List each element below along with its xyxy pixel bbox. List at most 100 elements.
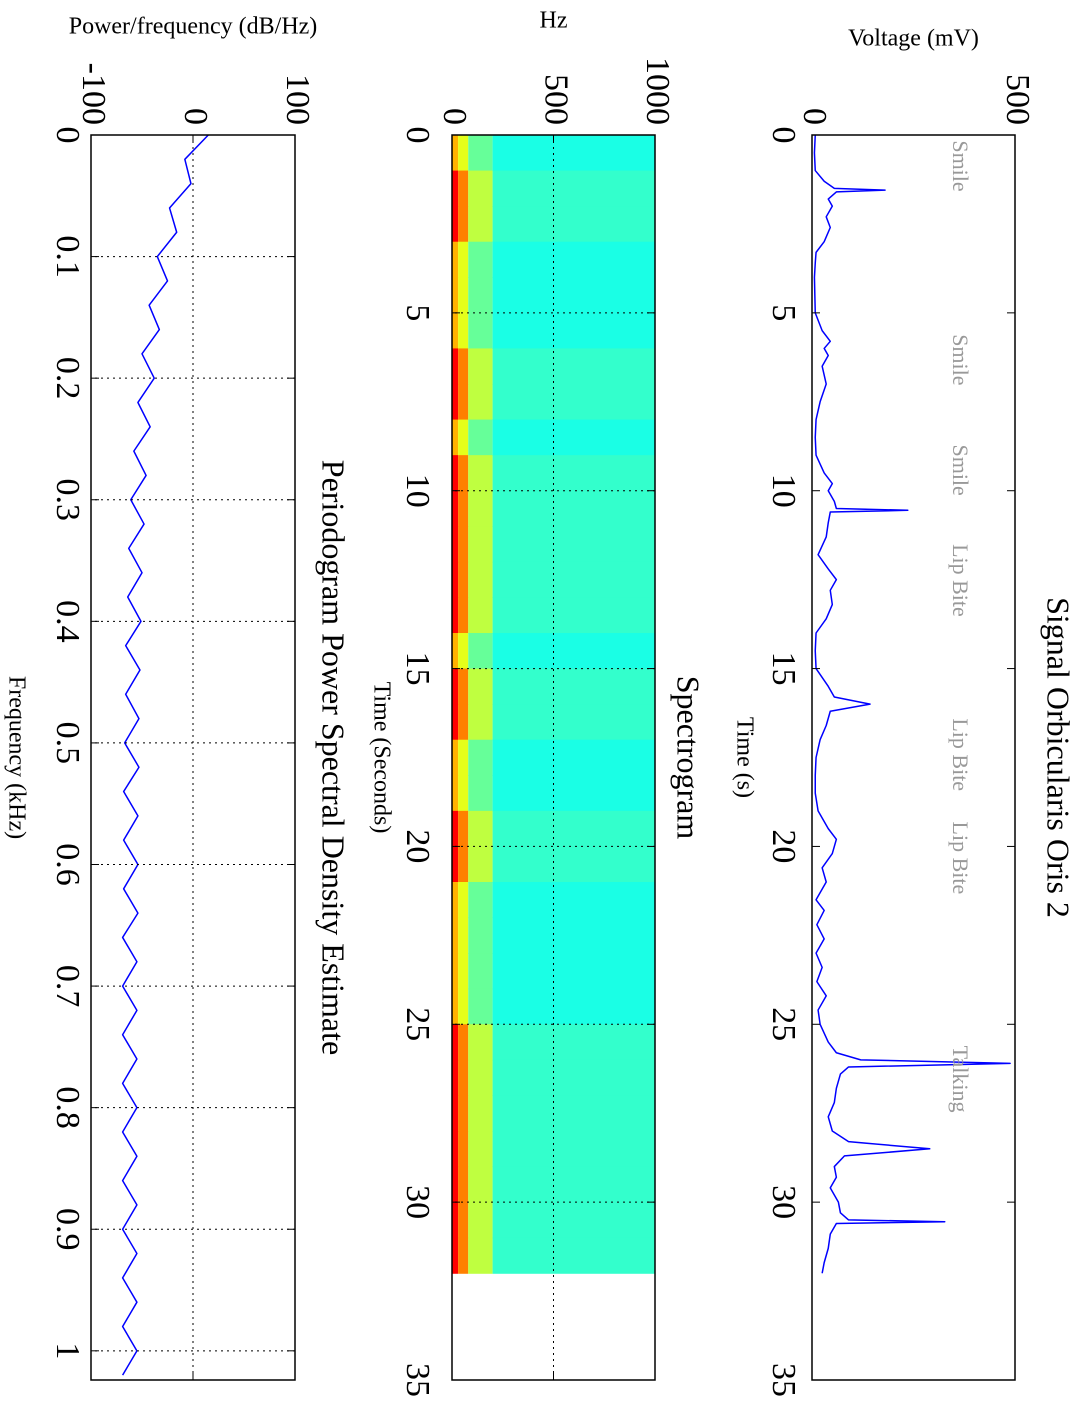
heat-cell <box>452 668 459 705</box>
heat-cell <box>468 170 493 207</box>
y-tick-label: 500 <box>999 74 1036 125</box>
axes-box <box>451 134 656 1381</box>
heat-cell <box>452 206 459 243</box>
heat-cell <box>452 917 459 954</box>
heat-cell <box>458 1237 469 1274</box>
x-tick-label: 0 <box>49 127 86 144</box>
heat-cell <box>458 490 469 527</box>
x-axis-label: Time (Seconds) <box>368 682 394 834</box>
heat-cell <box>492 953 655 990</box>
heat-cell <box>452 775 459 812</box>
heat-cell <box>458 170 469 207</box>
heat-cell <box>458 419 469 456</box>
x-axis-label: Frequency (kHz) <box>3 676 29 839</box>
heat-cell <box>458 704 469 741</box>
heat-cell <box>452 633 459 670</box>
heat-cell <box>468 384 493 421</box>
heat-cell <box>458 810 469 847</box>
heat-cell <box>468 988 493 1025</box>
y-axis-label: Voltage (mV) <box>848 26 979 52</box>
heat-cell <box>458 526 469 563</box>
heat-cell <box>492 739 655 776</box>
heat-cell <box>458 135 469 172</box>
heat-cell <box>468 882 493 919</box>
x-tick-label: 0.9 <box>49 1208 86 1251</box>
heat-cell <box>468 597 493 634</box>
heat-cell <box>452 1095 459 1132</box>
y-tick-label: 0 <box>796 108 833 125</box>
chart: 0 5 10 15 20 25 30 35 0 500 1000 Spectrogram Time (S… <box>368 8 706 1398</box>
heat-cell <box>468 1237 493 1274</box>
y-tick-label: -100 <box>75 63 112 125</box>
heat-cell <box>458 206 469 243</box>
chart-title: Periodogram Power Spectral Density Estim… <box>316 460 352 1055</box>
heat-cell <box>492 775 655 812</box>
heat-cell <box>452 419 459 456</box>
heat-cell <box>468 419 493 456</box>
heat-cell <box>452 135 459 172</box>
heat-cell <box>492 490 655 527</box>
heat-cell <box>458 917 469 954</box>
heat-cell <box>492 597 655 634</box>
heat-cell <box>452 170 459 207</box>
heat-cell <box>458 241 469 278</box>
heat-cell <box>458 384 469 421</box>
heat-cell <box>468 135 493 172</box>
heat-cell <box>468 241 493 278</box>
heat-cell <box>492 1095 655 1132</box>
x-tick-label: 30 <box>765 1185 802 1219</box>
heat-cell <box>458 597 469 634</box>
annotation: Smile <box>948 444 973 495</box>
annotation: Smile <box>948 334 973 385</box>
heat-cell <box>492 668 655 705</box>
x-tick-label: 35 <box>399 1363 436 1397</box>
chart-title: Signal Orbicularis Oris 2 <box>1041 597 1077 918</box>
heat-cell <box>492 419 655 456</box>
heat-cell <box>468 490 493 527</box>
heat-cell <box>492 170 655 207</box>
axes-box <box>90 134 296 1381</box>
heat-cell <box>452 348 459 385</box>
y-axis-label: Power/frequency (dB/Hz) <box>69 14 318 40</box>
heat-cell <box>492 1059 655 1096</box>
heat-cell <box>492 241 655 278</box>
heat-cell <box>452 1237 459 1274</box>
heat-cell <box>452 1131 459 1168</box>
heat-cell <box>468 1024 493 1061</box>
heat-cell <box>452 490 459 527</box>
heat-cell <box>452 1166 459 1203</box>
heat-cell <box>492 206 655 243</box>
heat-cell <box>492 561 655 598</box>
heat-cell <box>492 1166 655 1203</box>
heat-cell <box>452 1202 459 1239</box>
x-tick-label: 30 <box>399 1185 436 1219</box>
heat-cell <box>452 739 459 776</box>
heat-cell <box>458 1202 469 1239</box>
heat-cell <box>492 384 655 421</box>
heat-cell <box>468 633 493 670</box>
y-tick-label: 500 <box>538 74 575 125</box>
chart: 0 0.1 0.2 0.3 0.4 0.5 0.6 0.7 0.8 0.9 1 -100 0 100 Per… <box>3 14 352 1381</box>
heat-cell <box>468 953 493 990</box>
x-tick-label: 0.7 <box>49 965 86 1008</box>
y-tick-label: 0 <box>177 108 214 125</box>
x-tick-label: 20 <box>765 829 802 863</box>
heat-cell <box>458 1166 469 1203</box>
heat-cell <box>452 561 459 598</box>
heat-cell <box>458 668 469 705</box>
heat-cell <box>492 810 655 847</box>
heat-cell <box>468 526 493 563</box>
annotation: Smile <box>948 140 973 191</box>
heat-cell <box>492 917 655 954</box>
heat-cell <box>492 633 655 670</box>
x-tick-label: 15 <box>765 652 802 686</box>
heat-cell <box>492 312 655 349</box>
heat-cell <box>458 775 469 812</box>
x-axis-label: Time (s) <box>731 717 757 798</box>
heat-cell <box>468 1059 493 1096</box>
heat-cell <box>468 810 493 847</box>
heat-cell <box>468 561 493 598</box>
x-tick-label: 10 <box>765 474 802 508</box>
heat-cell <box>458 312 469 349</box>
x-tick-label: 0.2 <box>49 357 86 400</box>
